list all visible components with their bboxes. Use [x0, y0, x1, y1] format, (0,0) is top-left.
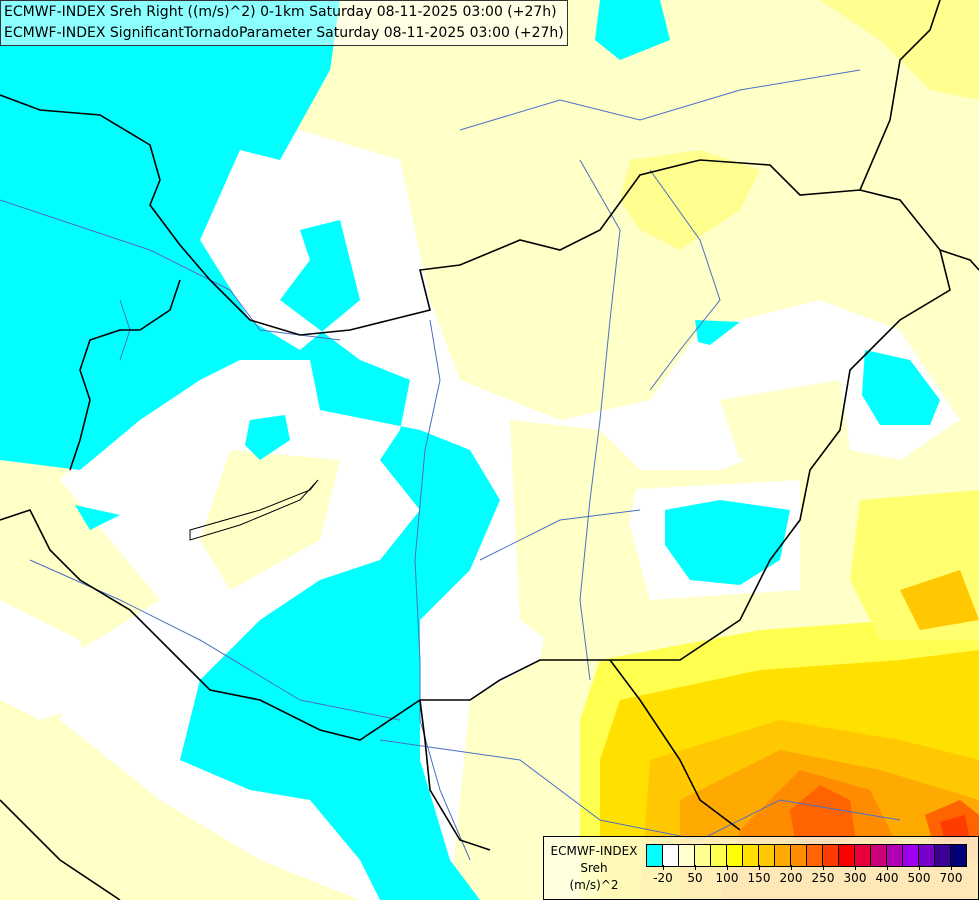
legend-swatch	[679, 845, 695, 866]
legend-label: ECMWF-INDEX Sreh (m/s)^2	[544, 843, 644, 894]
legend-swatch	[695, 845, 711, 866]
legend-tick-label: -20	[653, 871, 673, 885]
legend-tick	[663, 865, 664, 870]
legend-tick-label: 50	[687, 871, 703, 885]
legend-swatch	[903, 845, 919, 866]
legend-tick-label: 150	[747, 871, 771, 885]
legend-tick	[823, 865, 824, 870]
yellow-zones	[580, 0, 979, 900]
legend-swatch	[887, 845, 903, 866]
legend-tick-label: 500	[907, 871, 931, 885]
legend-swatch	[935, 845, 951, 866]
pale-yellow-zones	[200, 380, 850, 650]
legend-color-bar	[646, 844, 967, 867]
legend-swatch	[951, 845, 966, 866]
legend-tick-label: 700	[939, 871, 963, 885]
legend-swatch	[871, 845, 887, 866]
legend-swatch	[711, 845, 727, 866]
legend-swatch	[807, 845, 823, 866]
legend-tick	[727, 865, 728, 870]
legend-swatch	[759, 845, 775, 866]
legend-tick-label: 100	[715, 871, 739, 885]
legend-tick	[951, 865, 952, 870]
legend-swatch	[823, 845, 839, 866]
legend-swatch	[743, 845, 759, 866]
legend-tick	[695, 865, 696, 870]
legend-tick-label: 200	[779, 871, 803, 885]
legend-tick	[791, 865, 792, 870]
legend-swatch	[727, 845, 743, 866]
legend-tick-label: 300	[843, 871, 867, 885]
legend-tick	[919, 865, 920, 870]
legend-source: ECMWF-INDEX	[550, 844, 638, 858]
cyan-zones	[0, 0, 940, 900]
legend-variable: Sreh	[580, 861, 608, 875]
legend-swatch	[663, 845, 679, 866]
legend-tick	[855, 865, 856, 870]
title-line-1: ECMWF-INDEX Sreh Right ((m/s)^2) 0-1km S…	[4, 4, 557, 20]
legend-tick	[759, 865, 760, 870]
legend: ECMWF-INDEX Sreh (m/s)^2 -20 50 100 150 200 2…	[543, 836, 979, 900]
legend-tick	[887, 865, 888, 870]
title-box: ECMWF-INDEX Sreh Right ((m/s)^2) 0-1km S…	[0, 0, 568, 46]
legend-swatch	[839, 845, 855, 866]
legend-unit: (m/s)^2	[569, 878, 619, 892]
legend-swatch	[775, 845, 791, 866]
legend-swatch	[919, 845, 935, 866]
legend-tick-label: 400	[875, 871, 899, 885]
legend-swatch	[791, 845, 807, 866]
legend-swatch	[855, 845, 871, 866]
title-line-2: ECMWF-INDEX SignificantTornadoParameter …	[4, 25, 564, 41]
legend-swatch	[647, 845, 663, 866]
legend-tick-label: 250	[811, 871, 835, 885]
